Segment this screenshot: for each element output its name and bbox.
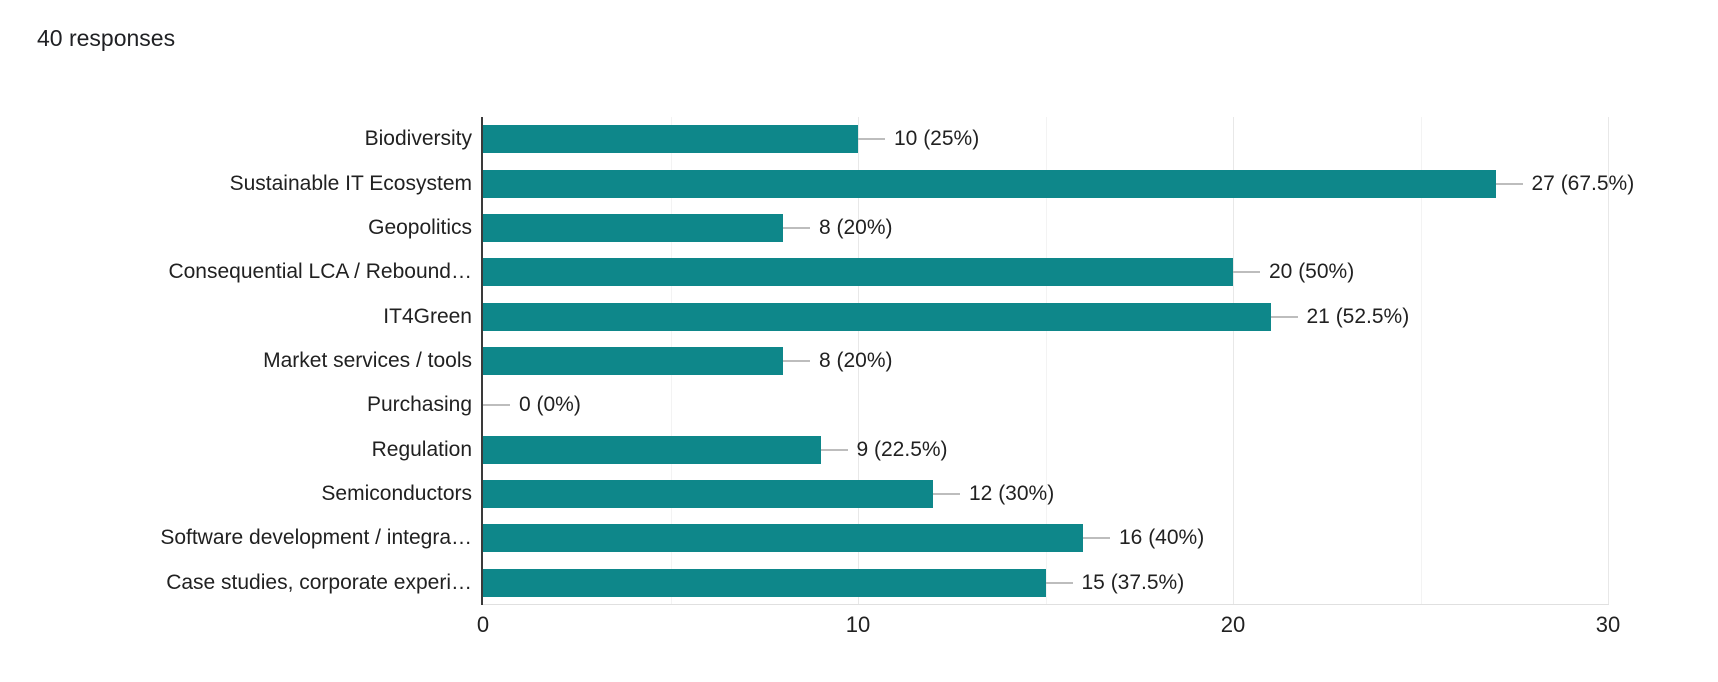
gridline-major	[1608, 117, 1609, 605]
bar	[483, 213, 783, 242]
bar	[483, 435, 821, 464]
gridline-minor	[1420, 117, 1422, 605]
category-label: Software development / integra…	[160, 526, 472, 550]
category-label: Purchasing	[366, 393, 472, 417]
bar	[483, 524, 1083, 553]
bar	[483, 302, 1271, 331]
value-whisker	[783, 360, 810, 362]
category-label: Geopolitics	[368, 215, 472, 239]
category-label: IT4Green	[383, 304, 472, 328]
x-baseline	[483, 604, 1609, 605]
value-whisker	[858, 138, 885, 141]
bar	[483, 258, 1233, 287]
value-label: 9 (22.5%)	[856, 437, 948, 461]
value-whisker	[1045, 581, 1073, 584]
value-whisker	[933, 493, 960, 496]
x-tick-label: 30	[1595, 612, 1621, 637]
bar	[483, 347, 783, 375]
bar	[483, 480, 933, 509]
y-axis-line	[481, 117, 483, 605]
value-whisker	[483, 404, 510, 407]
category-label: Sustainable IT Ecosystem	[229, 171, 472, 195]
category-label: Consequential LCA / Rebound…	[168, 260, 472, 284]
value-label: 8 (20%)	[819, 215, 893, 239]
value-label: 10 (25%)	[894, 127, 980, 151]
bar	[483, 169, 1496, 198]
gridline-major	[1233, 117, 1234, 605]
value-label: 8 (20%)	[819, 349, 893, 372]
value-whisker	[820, 448, 848, 451]
x-tick-label: 0	[476, 612, 490, 637]
value-label: 21 (52.5%)	[1306, 304, 1410, 328]
value-whisker	[783, 226, 810, 229]
category-label: Biodiversity	[364, 127, 472, 151]
value-label: 12 (30%)	[969, 482, 1055, 506]
value-whisker	[1083, 537, 1110, 540]
gridline-minor	[1045, 117, 1047, 605]
category-label: Market services / tools	[263, 349, 472, 372]
value-whisker	[1495, 182, 1523, 185]
bar	[483, 125, 858, 154]
category-label: Case studies, corporate experi…	[166, 570, 472, 594]
value-label: 0 (0%)	[519, 393, 581, 417]
x-tick-label: 20	[1220, 612, 1246, 637]
gridline-major	[858, 117, 859, 605]
x-tick-label: 10	[845, 612, 871, 637]
value-whisker	[1270, 315, 1298, 318]
value-label: 20 (50%)	[1269, 260, 1355, 284]
responses-count: 40 responses	[37, 25, 176, 51]
category-label: Semiconductors	[321, 482, 472, 506]
value-whisker	[1233, 271, 1260, 274]
category-label: Regulation	[371, 437, 472, 461]
value-label: 15 (37.5%)	[1081, 570, 1185, 594]
value-label: 27 (67.5%)	[1531, 171, 1635, 195]
bar	[483, 568, 1046, 597]
value-label: 16 (40%)	[1119, 526, 1205, 550]
